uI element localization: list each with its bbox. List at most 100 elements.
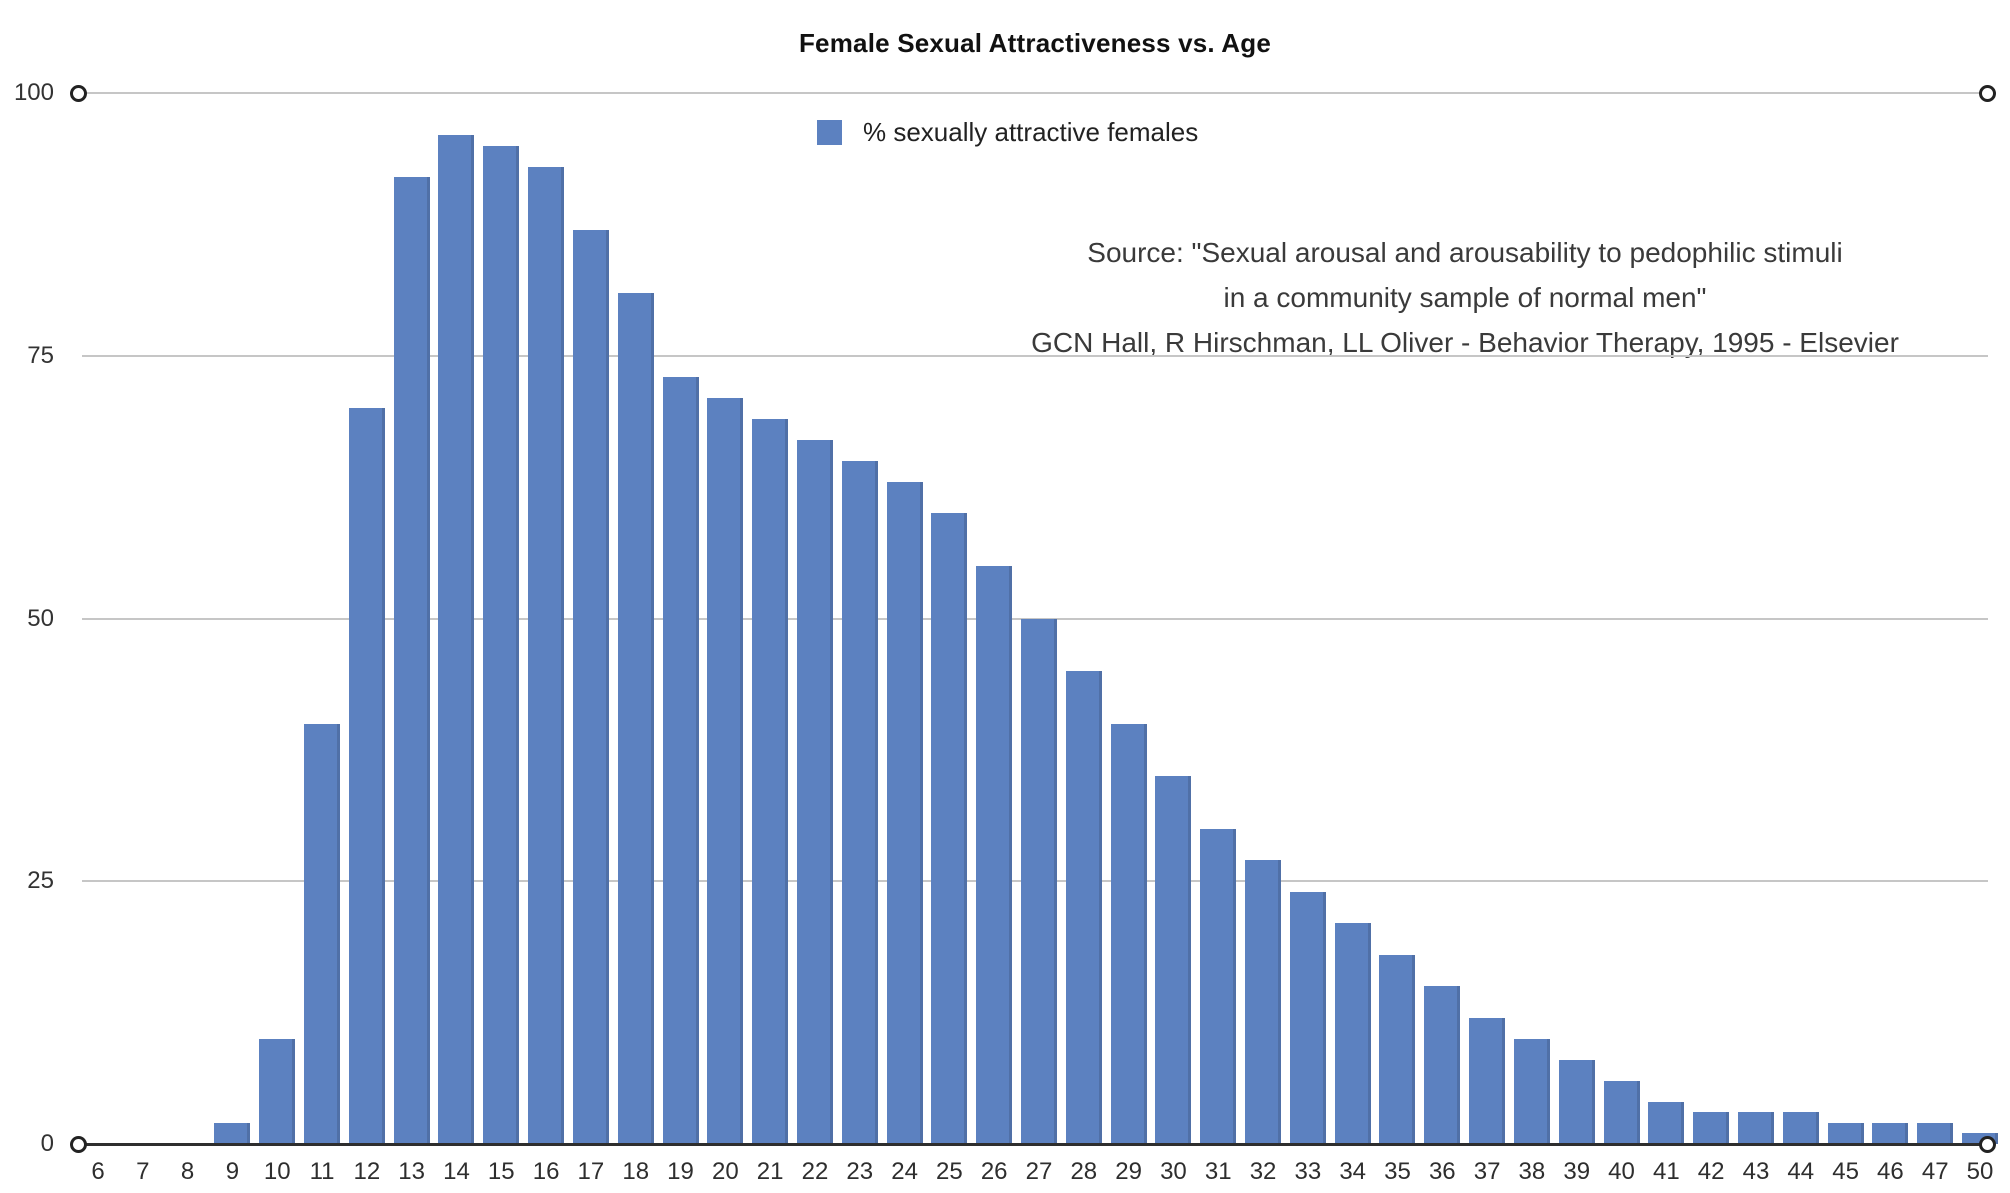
x-axis-tick-label: 26 bbox=[980, 1158, 1008, 1185]
x-axis-tick-label: 42 bbox=[1697, 1158, 1725, 1185]
x-axis-tick-label: 35 bbox=[1384, 1158, 1411, 1185]
axis-endpoint-marker-icon bbox=[69, 84, 87, 102]
x-axis-tick-label: 29 bbox=[1115, 1158, 1142, 1185]
x-axis-tick-label: 22 bbox=[801, 1158, 829, 1185]
x-axis-tick-label: 13 bbox=[398, 1158, 425, 1185]
x-axis-tick-label: 40 bbox=[1608, 1158, 1635, 1185]
x-axis-tick-label: 25 bbox=[936, 1158, 963, 1185]
bar bbox=[1021, 618, 1057, 1144]
x-axis-tick-label: 18 bbox=[622, 1158, 650, 1185]
bar bbox=[886, 481, 923, 1144]
x-axis-tick-label: 38 bbox=[1518, 1158, 1546, 1185]
bar bbox=[483, 145, 520, 1144]
bar bbox=[1917, 1122, 1954, 1144]
x-axis-tick-label: 10 bbox=[263, 1158, 291, 1185]
gridline bbox=[82, 92, 1988, 94]
bar bbox=[214, 1122, 251, 1144]
bar bbox=[1424, 986, 1461, 1144]
x-axis-tick-label: 39 bbox=[1563, 1158, 1591, 1185]
x-axis-tick-label: 44 bbox=[1787, 1158, 1815, 1185]
y-axis-tick-label: 25 bbox=[27, 867, 54, 895]
gridline bbox=[82, 354, 1988, 357]
x-axis-tick-label: 37 bbox=[1473, 1158, 1501, 1185]
bar bbox=[1110, 723, 1147, 1144]
bar bbox=[1737, 1112, 1774, 1144]
bar bbox=[1693, 1112, 1730, 1144]
y-axis-tick-label: 75 bbox=[27, 341, 54, 369]
y-axis-tick-label: 100 bbox=[13, 79, 54, 106]
bar bbox=[1155, 776, 1192, 1144]
x-axis-tick-label: 36 bbox=[1428, 1158, 1456, 1185]
bar bbox=[1245, 860, 1282, 1144]
x-axis-tick-label: 33 bbox=[1294, 1158, 1322, 1185]
bar bbox=[1513, 1038, 1550, 1144]
y-axis-tick-label: 0 bbox=[40, 1130, 54, 1157]
bar bbox=[304, 723, 341, 1144]
bar bbox=[976, 565, 1013, 1144]
x-axis-tick-label: 9 bbox=[225, 1158, 240, 1185]
x-axis-tick-label: 32 bbox=[1249, 1158, 1277, 1185]
x-axis-tick-label: 28 bbox=[1070, 1158, 1098, 1185]
bar bbox=[662, 376, 699, 1144]
x-axis-tick-label: 17 bbox=[577, 1158, 605, 1185]
x-axis-tick-label: 6 bbox=[91, 1158, 105, 1185]
bar bbox=[752, 418, 789, 1144]
x-axis-tick-label: 8 bbox=[180, 1158, 195, 1185]
bar bbox=[1827, 1122, 1864, 1144]
bar bbox=[1782, 1112, 1819, 1144]
bar bbox=[1379, 954, 1416, 1144]
x-axis-tick-label: 21 bbox=[756, 1158, 784, 1185]
bar bbox=[617, 292, 654, 1144]
y-axis-tick-label: 50 bbox=[27, 604, 54, 632]
bar bbox=[1469, 1017, 1506, 1144]
bar bbox=[1334, 923, 1371, 1144]
x-axis-tick-label: 20 bbox=[711, 1158, 739, 1185]
bar bbox=[1648, 1101, 1685, 1144]
bar bbox=[796, 439, 833, 1144]
x-axis-tick-label: 31 bbox=[1204, 1158, 1232, 1185]
axis-endpoint-marker-icon bbox=[1978, 84, 1996, 102]
bar bbox=[841, 460, 878, 1144]
bar bbox=[707, 397, 744, 1144]
bar bbox=[438, 135, 475, 1144]
legend: % sexually attractive females bbox=[817, 117, 1198, 148]
x-axis-tick-label: 11 bbox=[309, 1158, 335, 1185]
bar bbox=[1200, 828, 1237, 1144]
x-axis-tick-label: 19 bbox=[667, 1158, 694, 1185]
axis-endpoint-marker-icon bbox=[1978, 1135, 1996, 1153]
bar bbox=[528, 166, 565, 1144]
x-axis-tick-label: 34 bbox=[1339, 1158, 1367, 1185]
legend-label: % sexually attractive females bbox=[863, 117, 1199, 147]
x-axis-tick-label: 14 bbox=[443, 1158, 470, 1185]
source-line: Source: "Sexual arousal and arousability… bbox=[1087, 237, 1843, 268]
x-axis-tick-label: 47 bbox=[1921, 1158, 1949, 1185]
x-axis-tick-label: 7 bbox=[136, 1158, 150, 1185]
x-axis-tick-label: 30 bbox=[1160, 1158, 1187, 1185]
bar bbox=[1065, 671, 1102, 1144]
axis-endpoint-marker-icon bbox=[69, 1135, 87, 1153]
x-axis-tick-label: 23 bbox=[846, 1158, 874, 1185]
x-axis-tick-label: 43 bbox=[1742, 1158, 1770, 1185]
x-axis-tick-label: 45 bbox=[1832, 1158, 1859, 1185]
x-axis-tick-label: 24 bbox=[891, 1158, 918, 1185]
x-axis-tick-label: 46 bbox=[1877, 1158, 1904, 1185]
source-line: in a community sample of normal men" bbox=[1223, 282, 1707, 313]
source-citation: Source: "Sexual arousal and arousability… bbox=[920, 230, 2010, 365]
x-axis-tick-label: 15 bbox=[487, 1158, 515, 1185]
bar bbox=[1872, 1122, 1909, 1144]
x-axis-line bbox=[75, 1143, 1995, 1146]
x-axis-tick-label: 50 bbox=[1966, 1158, 1994, 1185]
bar bbox=[1558, 1059, 1595, 1144]
x-axis-tick-label: 16 bbox=[532, 1158, 560, 1185]
bar bbox=[572, 229, 609, 1144]
bar bbox=[931, 513, 968, 1144]
x-axis-tick-label: 41 bbox=[1652, 1158, 1680, 1185]
bar bbox=[348, 408, 385, 1144]
legend-swatch-icon bbox=[817, 120, 842, 145]
x-axis-tick-label: 12 bbox=[353, 1158, 381, 1185]
bar bbox=[393, 177, 430, 1144]
source-line: GCN Hall, R Hirschman, LL Oliver - Behav… bbox=[1031, 327, 1899, 358]
bar bbox=[1289, 891, 1326, 1144]
x-axis-tick-label: 27 bbox=[1025, 1158, 1053, 1185]
